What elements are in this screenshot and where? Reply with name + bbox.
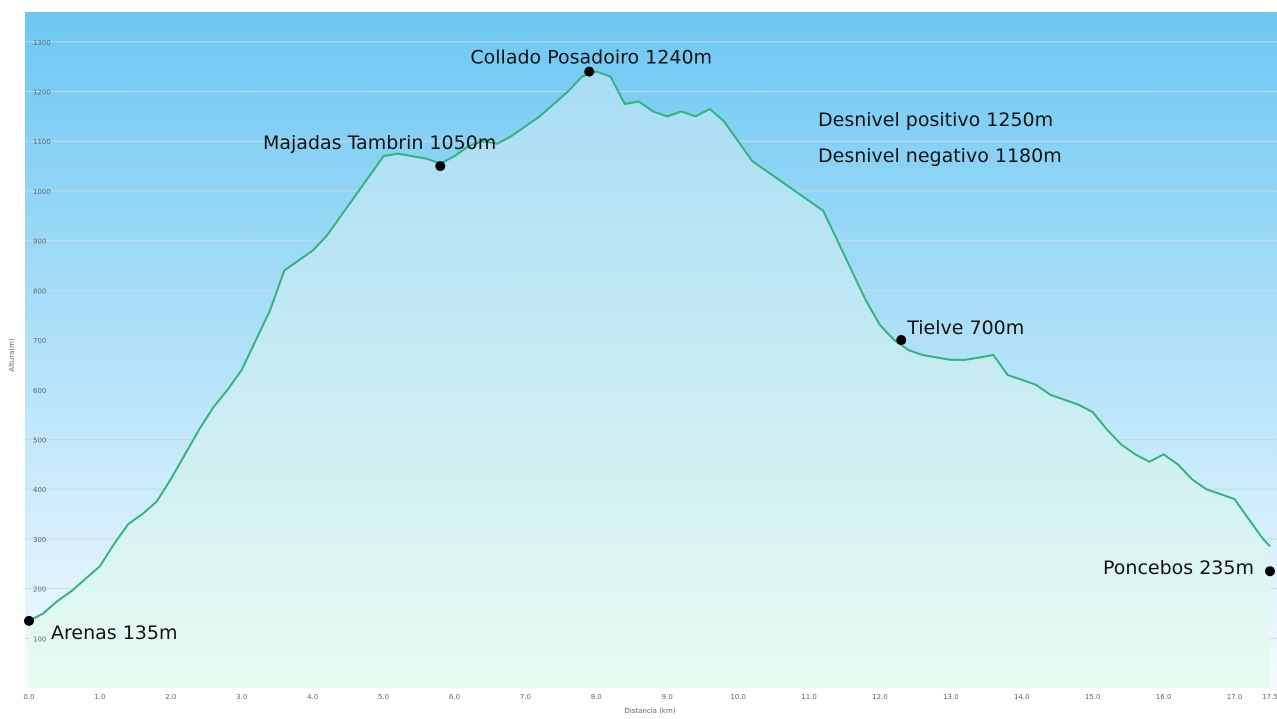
- waypoint-dot: [896, 335, 907, 346]
- waypoint-label: Poncebos 235m: [1103, 557, 1254, 579]
- x-tick-label: 16.0: [1156, 693, 1172, 701]
- x-tick-label: 9.0: [662, 693, 673, 701]
- x-tick-label: 2.0: [165, 693, 176, 701]
- x-tick-label: 17.0: [1227, 693, 1243, 701]
- elevation-fill: [29, 71, 1270, 689]
- x-tick-label: 17.5: [1262, 693, 1277, 701]
- y-tick-label: 200: [33, 586, 46, 594]
- waypoint-dot: [1265, 566, 1275, 577]
- x-axis-title: Distancia (km): [624, 707, 675, 715]
- y-tick-label: 1100: [33, 138, 51, 146]
- y-tick-label: 1200: [33, 89, 51, 97]
- y-tick-label: 800: [33, 287, 46, 295]
- x-tick-label: 12.0: [872, 693, 888, 701]
- y-tick-label: 900: [33, 238, 46, 246]
- x-tick-label: 5.0: [378, 693, 389, 701]
- x-tick-label: 11.0: [801, 693, 817, 701]
- x-tick-label: 6.0: [449, 693, 460, 701]
- elevation-line: [28, 70, 1271, 622]
- y-tick-label: 300: [33, 536, 46, 544]
- x-axis-ticks: 0.0 1.0 2.0 3.0 4.0 5.0 6.0 7.0 8.0 9.0 10.0 11.0 12…: [23, 693, 1277, 701]
- y-tick-label: 400: [33, 486, 46, 494]
- waypoint-dot: [24, 615, 34, 626]
- y-tick-label: 100: [33, 635, 46, 643]
- waypoint-label: Tielve 700m: [906, 317, 1024, 339]
- waypoint-dot: [435, 161, 446, 172]
- x-tick-label: 8.0: [591, 693, 602, 701]
- waypoint-markers: Arenas 135m Majadas Tambrin 1050m Collado …: [24, 47, 1275, 644]
- x-tick-label: 7.0: [520, 693, 531, 701]
- annotation-positive-gain: Desnivel positivo 1250m: [818, 109, 1053, 131]
- y-tick-label: 1300: [33, 39, 51, 47]
- annotation-negative-gain: Desnivel negativo 1180m: [818, 145, 1062, 167]
- waypoint-label: Collado Posadoiro 1240m: [470, 47, 712, 69]
- waypoint-dot: [584, 66, 595, 77]
- y-tick-label: 700: [33, 337, 46, 345]
- waypoint-label: Majadas Tambrin 1050m: [263, 132, 496, 154]
- x-tick-label: 1.0: [94, 693, 105, 701]
- y-tick-label: 1000: [33, 188, 51, 196]
- x-tick-label: 4.0: [307, 693, 318, 701]
- y-axis-title: Altura(m): [8, 338, 16, 372]
- x-tick-label: 0.0: [23, 693, 34, 701]
- x-tick-label: 3.0: [236, 693, 247, 701]
- x-tick-label: 13.0: [943, 693, 959, 701]
- y-axis-ticks: 100 200 300 400 500 600 700 800 900 1000 1100 1200 1…: [33, 39, 51, 643]
- x-tick-label: 10.0: [730, 693, 746, 701]
- y-tick-label: 500: [33, 436, 46, 444]
- waypoint-label: Arenas 135m: [51, 622, 177, 644]
- y-tick-label: 600: [33, 387, 46, 395]
- x-tick-label: 15.0: [1085, 693, 1101, 701]
- x-tick-label: 14.0: [1014, 693, 1030, 701]
- elevation-area: [28, 70, 1271, 689]
